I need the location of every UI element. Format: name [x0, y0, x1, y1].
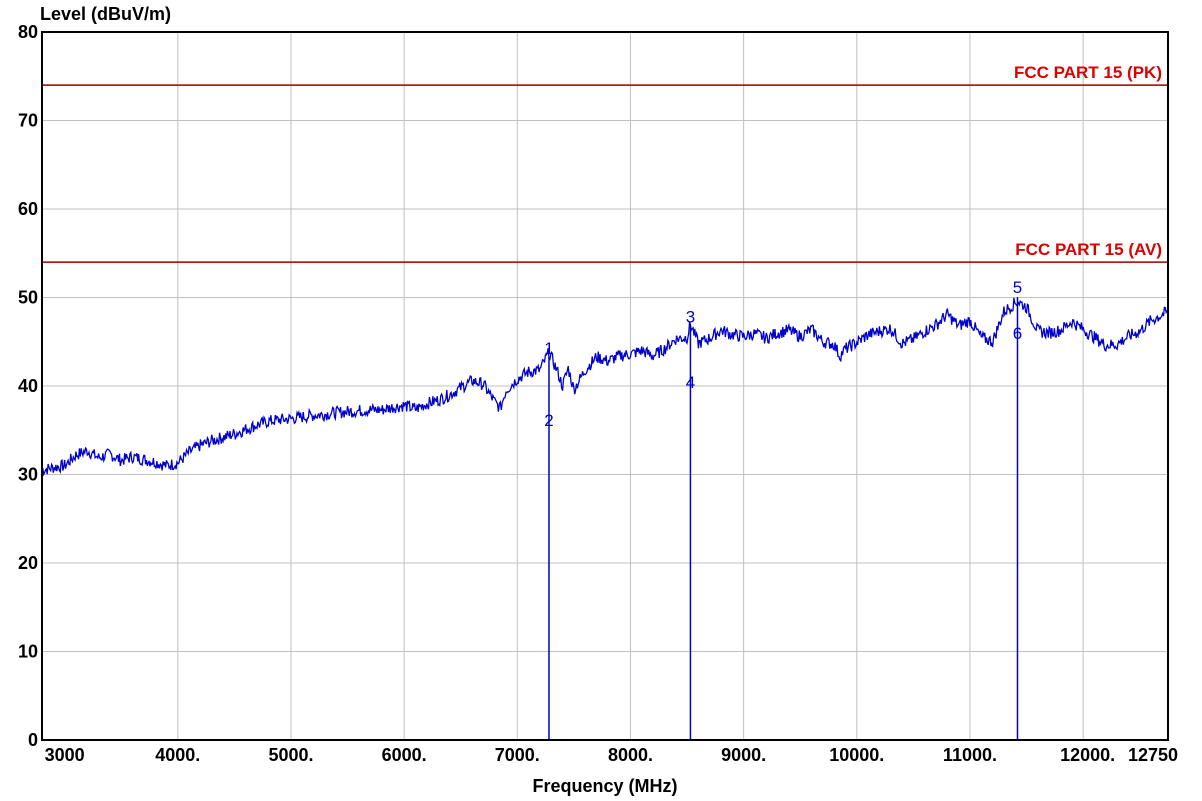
- y-tick-labels: 0 10 20 30 40 50 60 70 80: [18, 22, 38, 750]
- x-tick-label: 9000.: [721, 745, 766, 765]
- x-tick-label: 8000.: [608, 745, 653, 765]
- x-tick-label: 11000.: [943, 745, 997, 765]
- x-tick-label: 10000.: [829, 745, 884, 765]
- marker-label: 6: [1013, 324, 1022, 343]
- x-axis-title: Frequency (MHz): [532, 776, 677, 796]
- y-tick-label: 10: [18, 642, 38, 662]
- y-tick-label: 70: [18, 111, 38, 131]
- marker-label: 3: [686, 307, 695, 326]
- y-tick-label: 50: [18, 288, 38, 308]
- x-tick-label: 6000.: [382, 745, 427, 765]
- x-tick-label: 7000.: [495, 745, 540, 765]
- marker-label: 2: [544, 411, 553, 430]
- x-tick-label: 3000: [45, 745, 85, 765]
- x-tick-label: 5000.: [268, 745, 313, 765]
- y-tick-label: 80: [18, 22, 38, 42]
- grid-lines: [42, 32, 1168, 740]
- x-tick-label: 12750: [1128, 745, 1178, 765]
- limit-lines: FCC PART 15 (PK) FCC PART 15 (AV): [42, 63, 1168, 263]
- y-tick-label: 0: [28, 730, 38, 750]
- plot-frame: [41, 31, 1169, 741]
- marker-labels: 1 2 3 4 5 6: [544, 278, 1022, 430]
- x-tick-label: 4000.: [155, 745, 200, 765]
- series-line: [41, 297, 1169, 477]
- y-axis-title: Level (dBuV/m): [40, 4, 171, 24]
- limit-label: FCC PART 15 (AV): [1015, 240, 1162, 259]
- marker-lines: [548, 297, 1019, 740]
- marker-label: 1: [544, 339, 553, 358]
- y-tick-label: 20: [18, 553, 38, 573]
- y-tick-label: 60: [18, 199, 38, 219]
- x-tick-label: 12000.: [1060, 745, 1115, 765]
- y-tick-label: 30: [18, 465, 38, 485]
- limit-label: FCC PART 15 (PK): [1014, 63, 1162, 82]
- marker-label: 4: [686, 373, 695, 392]
- y-tick-label: 40: [18, 376, 38, 396]
- x-tick-labels: 3000 4000. 5000. 6000. 7000. 8000. 9000. 10000.…: [45, 745, 1178, 765]
- marker-label: 5: [1013, 278, 1022, 297]
